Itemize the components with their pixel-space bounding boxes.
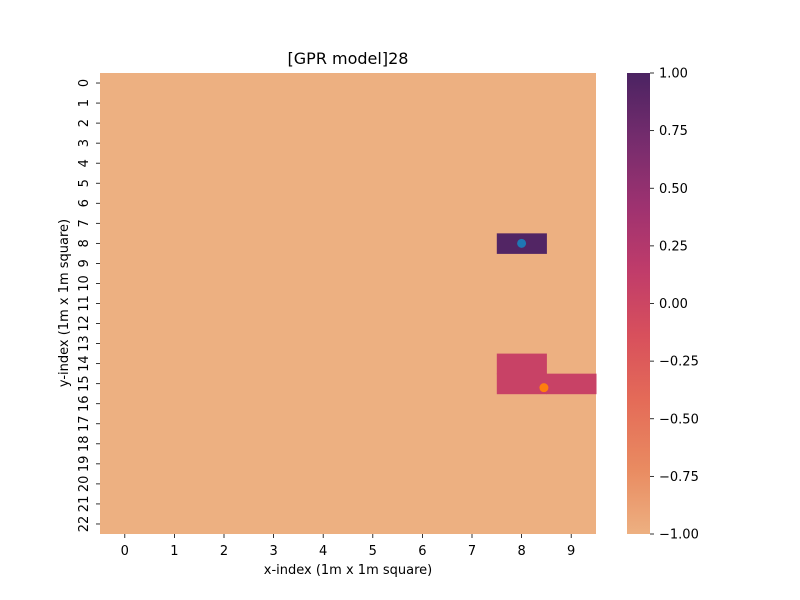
- y-tick-label: 5: [77, 179, 92, 187]
- y-tick-label: 22: [77, 516, 92, 533]
- colorbar-tick-label: −0.75: [659, 470, 699, 485]
- colorbar-axis: 1.00 0.75 0.50 0.25 0.00 −0.25 −0.50 −0.75 −1.00: [650, 67, 699, 543]
- x-tick-label: 1: [170, 544, 178, 559]
- x-tick-label: 2: [220, 544, 228, 559]
- y-tick-label: 21: [77, 496, 92, 513]
- heatmap-cell: [496, 373, 547, 395]
- y-axis-label: y-index (1m x 1m square): [57, 219, 72, 387]
- heatmap-cell: [496, 353, 547, 375]
- x-axis-label: x-index (1m x 1m square): [264, 563, 432, 578]
- heatmap-cell: [546, 373, 597, 395]
- x-tick-label: 4: [319, 544, 327, 559]
- colorbar-tick-label: 0.00: [659, 297, 688, 312]
- y-tick-label: 20: [77, 476, 92, 493]
- y-tick-label: 10: [77, 275, 92, 292]
- y-tick-label: 13: [77, 335, 92, 352]
- x-tick-label: 3: [269, 544, 277, 559]
- y-tick-label: 3: [77, 139, 92, 147]
- y-tick-label: 16: [77, 395, 92, 412]
- y-tick-label: 4: [77, 159, 92, 167]
- x-tick-label: 9: [567, 544, 575, 559]
- y-tick-label: 7: [77, 219, 92, 227]
- y-tick-label: 8: [77, 239, 92, 247]
- colorbar-tick-label: 0.50: [659, 182, 688, 197]
- heatmap-plot-area: [100, 73, 597, 534]
- y-tick-label: 15: [77, 375, 92, 392]
- x-tick-label: 7: [468, 544, 476, 559]
- y-tick-label: 18: [77, 436, 92, 453]
- x-tick-label: 0: [121, 544, 129, 559]
- y-tick-label: 14: [77, 355, 92, 372]
- x-axis: 0 1 2 3 4 5 6 7 8 9: [121, 534, 575, 559]
- orange-marker: [539, 383, 549, 393]
- x-tick-label: 6: [418, 544, 426, 559]
- colorbar-tick-label: −1.00: [659, 528, 699, 543]
- y-tick-label: 12: [77, 315, 92, 332]
- y-tick-label: 6: [77, 199, 92, 207]
- y-tick-label: 19: [77, 456, 92, 473]
- x-tick-label: 8: [517, 544, 525, 559]
- y-tick-label: 2: [77, 119, 92, 127]
- colorbar-tick-label: −0.25: [659, 355, 699, 370]
- colorbar-tick-label: 0.25: [659, 239, 688, 254]
- y-tick-label: 9: [77, 259, 92, 267]
- colorbar-tick-label: 1.00: [659, 67, 688, 82]
- y-tick-label: 1: [77, 99, 92, 107]
- chart-title: [GPR model]28: [288, 49, 409, 68]
- y-tick-label: 0: [77, 79, 92, 87]
- x-tick-label: 5: [369, 544, 377, 559]
- colorbar-tick-label: 0.75: [659, 124, 688, 139]
- colorbar: [627, 73, 650, 534]
- y-tick-label: 17: [77, 415, 92, 432]
- colorbar-tick-label: −0.50: [659, 412, 699, 427]
- y-tick-label: 11: [77, 295, 92, 312]
- heatmap-background: [100, 73, 596, 534]
- blue-marker: [517, 238, 527, 248]
